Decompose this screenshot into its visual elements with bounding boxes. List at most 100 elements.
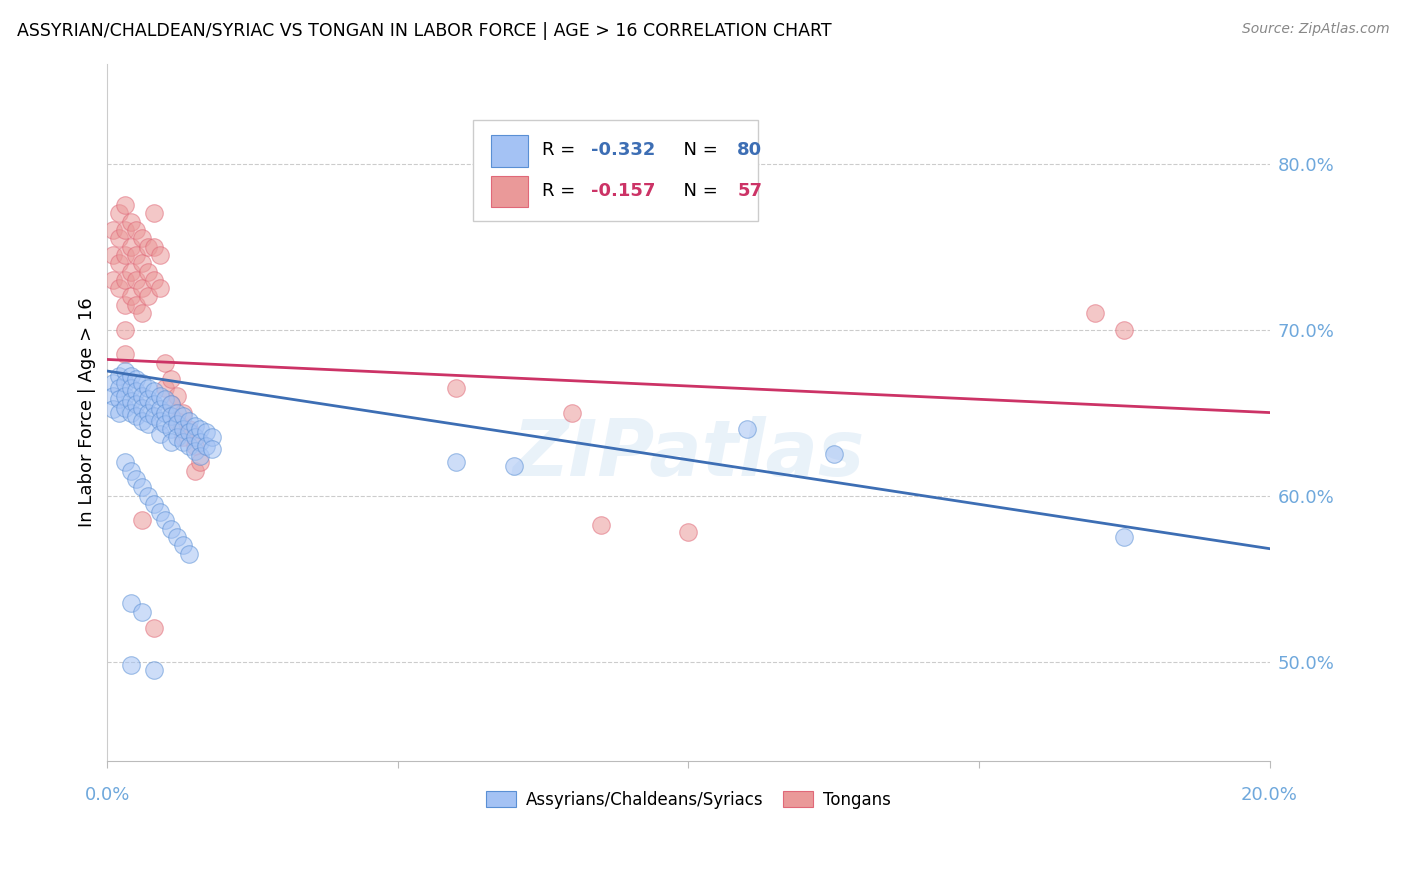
Text: ZIPatlas: ZIPatlas bbox=[512, 417, 865, 492]
Point bbox=[172, 422, 194, 436]
Point bbox=[155, 406, 177, 420]
FancyBboxPatch shape bbox=[474, 120, 758, 221]
Point bbox=[108, 392, 131, 407]
Point bbox=[177, 414, 200, 428]
Point bbox=[177, 422, 200, 436]
Point bbox=[155, 513, 177, 527]
Point bbox=[120, 406, 142, 420]
Point bbox=[114, 298, 136, 312]
Point bbox=[103, 248, 125, 262]
Point bbox=[125, 273, 148, 287]
Point bbox=[136, 239, 159, 253]
Point bbox=[108, 369, 131, 384]
Point bbox=[142, 497, 165, 511]
Point bbox=[131, 401, 153, 415]
Point bbox=[142, 663, 165, 677]
Point bbox=[1084, 306, 1107, 320]
Point bbox=[120, 596, 142, 610]
Point bbox=[166, 414, 188, 428]
Point bbox=[172, 409, 194, 423]
Point bbox=[188, 449, 211, 463]
Point bbox=[125, 397, 148, 411]
Point bbox=[125, 248, 148, 262]
Point bbox=[160, 435, 183, 450]
Point bbox=[155, 392, 177, 407]
Point bbox=[678, 524, 700, 539]
Point bbox=[114, 273, 136, 287]
Point bbox=[1114, 530, 1136, 544]
FancyBboxPatch shape bbox=[491, 136, 529, 167]
Point bbox=[1114, 322, 1136, 336]
Point bbox=[114, 347, 136, 361]
Point bbox=[131, 281, 153, 295]
Point bbox=[160, 372, 183, 386]
Point bbox=[444, 381, 467, 395]
Point bbox=[155, 417, 177, 432]
Point bbox=[125, 372, 148, 386]
Point bbox=[103, 402, 125, 417]
Point bbox=[183, 439, 205, 453]
Point bbox=[108, 256, 131, 270]
Point bbox=[136, 264, 159, 278]
Text: 57: 57 bbox=[737, 182, 762, 200]
Point bbox=[120, 381, 142, 395]
Point bbox=[103, 223, 125, 237]
Point bbox=[160, 422, 183, 436]
Point bbox=[149, 505, 172, 519]
Point bbox=[136, 406, 159, 420]
Point bbox=[125, 223, 148, 237]
Point bbox=[155, 356, 177, 370]
Point bbox=[114, 455, 136, 469]
Point bbox=[149, 389, 172, 403]
Point bbox=[160, 409, 183, 423]
Point bbox=[735, 422, 758, 436]
Point bbox=[183, 418, 205, 433]
Point bbox=[142, 239, 165, 253]
Point bbox=[195, 425, 218, 440]
Text: 80: 80 bbox=[737, 142, 762, 160]
Point bbox=[131, 414, 153, 428]
Text: 20.0%: 20.0% bbox=[1241, 786, 1298, 804]
Point bbox=[503, 458, 526, 473]
Point bbox=[142, 621, 165, 635]
Point bbox=[131, 376, 153, 390]
Point bbox=[103, 376, 125, 390]
Point bbox=[155, 381, 177, 395]
Point bbox=[120, 239, 142, 253]
Text: N =: N = bbox=[672, 142, 724, 160]
Point bbox=[188, 435, 211, 450]
FancyBboxPatch shape bbox=[491, 176, 529, 207]
Point bbox=[166, 406, 188, 420]
Point bbox=[444, 455, 467, 469]
Point bbox=[131, 513, 153, 527]
Point bbox=[160, 522, 183, 536]
Point bbox=[103, 389, 125, 403]
Point bbox=[114, 389, 136, 403]
Text: ASSYRIAN/CHALDEAN/SYRIAC VS TONGAN IN LABOR FORCE | AGE > 16 CORRELATION CHART: ASSYRIAN/CHALDEAN/SYRIAC VS TONGAN IN LA… bbox=[17, 22, 831, 40]
Point bbox=[136, 381, 159, 395]
Point bbox=[183, 464, 205, 478]
Point bbox=[201, 442, 224, 456]
Point bbox=[120, 464, 142, 478]
Point bbox=[166, 389, 188, 403]
Point bbox=[188, 455, 211, 469]
Point bbox=[114, 401, 136, 415]
Point bbox=[172, 435, 194, 450]
Point bbox=[201, 430, 224, 444]
Point bbox=[160, 397, 183, 411]
Point bbox=[120, 657, 142, 672]
Point bbox=[131, 231, 153, 245]
Point bbox=[183, 443, 205, 458]
Point bbox=[142, 397, 165, 411]
Point bbox=[108, 231, 131, 245]
Point bbox=[149, 402, 172, 417]
Point bbox=[136, 289, 159, 303]
Point bbox=[195, 439, 218, 453]
Point bbox=[131, 480, 153, 494]
Point bbox=[136, 392, 159, 407]
Point bbox=[136, 417, 159, 432]
Point bbox=[142, 409, 165, 423]
Point bbox=[166, 417, 188, 432]
Point bbox=[120, 264, 142, 278]
Point bbox=[114, 322, 136, 336]
